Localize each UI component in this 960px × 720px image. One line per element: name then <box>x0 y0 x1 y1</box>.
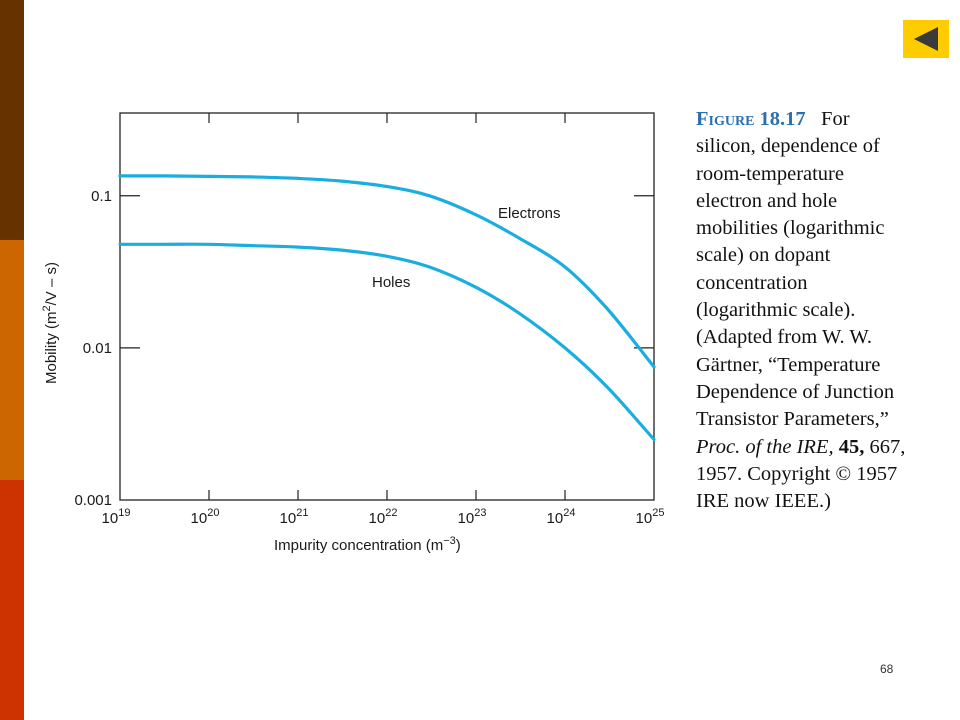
side-bar-bottom <box>0 480 24 720</box>
figure-number: 18.17 <box>759 108 806 130</box>
series-label-holes: Holes <box>372 274 410 291</box>
journal-name: Proc. of the IRE, <box>696 435 834 458</box>
x-tick-label: 1024 <box>547 507 576 527</box>
journal-volume: 45, <box>838 435 865 458</box>
back-button[interactable] <box>903 20 949 58</box>
x-tick-label: 1019 <box>102 507 131 527</box>
caption-line: Figure 18.17 For <box>696 106 958 133</box>
side-bar-middle <box>0 240 24 480</box>
caption-line: Gärtner, “Temperature <box>696 353 881 376</box>
series-group <box>118 174 656 442</box>
journal-pages: 667, <box>869 435 906 458</box>
y-tick-label: 0.001 <box>74 492 112 509</box>
caption-text: For <box>821 108 850 130</box>
caption-line: (Adapted from W. W. <box>696 326 872 349</box>
caption-line: mobilities (logarithmic <box>696 217 885 240</box>
caption-line: 1957. Copyright © 1957 <box>696 462 898 485</box>
caption-line: concentration <box>696 271 808 294</box>
figure-label: Figure <box>696 108 755 130</box>
x-tick-label: 1025 <box>636 507 665 527</box>
caption-line: room-temperature <box>696 162 844 185</box>
series-line-holes <box>118 242 656 442</box>
axis-ticks <box>120 113 654 500</box>
x-tick-label: 1022 <box>369 507 398 527</box>
y-axis-title: Mobility (m2/V – s) <box>41 262 60 384</box>
side-bar-top <box>0 0 24 240</box>
triangle-left-icon <box>914 27 938 51</box>
caption-line: silicon, dependence of <box>696 135 880 158</box>
caption-line: IRE now IEEE.) <box>696 490 831 513</box>
y-tick-label: 0.1 <box>91 188 112 205</box>
caption-line: electron and hole <box>696 189 838 212</box>
caption-line: Transistor Parameters,” <box>696 408 889 431</box>
caption-line: Dependence of Junction <box>696 380 895 403</box>
caption-line: scale) on dopant <box>696 244 831 267</box>
x-tick-label: 1021 <box>280 507 309 527</box>
figure-caption: Figure 18.17 For silicon, dependence of … <box>696 106 958 515</box>
x-tick-label: 1020 <box>191 507 220 527</box>
caption-line: Proc. of the IRE, 45, 667, <box>696 434 958 461</box>
series-line-electrons <box>118 174 656 369</box>
x-tick-label: 1023 <box>458 507 487 527</box>
series-label-electrons: Electrons <box>498 205 561 222</box>
x-axis-title: Impurity concentration (m−3) <box>274 535 461 554</box>
plot-frame <box>119 112 655 501</box>
y-tick-label: 0.01 <box>83 340 112 357</box>
page-number: 68 <box>880 662 894 676</box>
caption-line: (logarithmic scale). <box>696 299 856 322</box>
